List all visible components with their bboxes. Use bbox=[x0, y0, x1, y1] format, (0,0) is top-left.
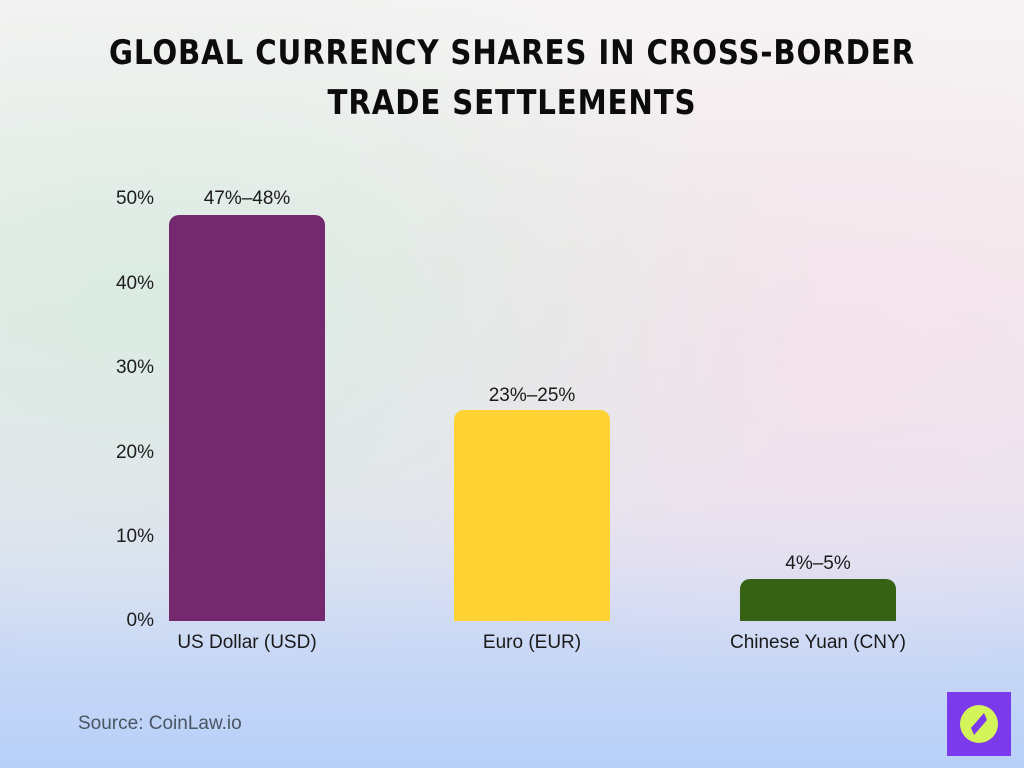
x-label-usd: US Dollar (USD) bbox=[177, 632, 317, 653]
chart-title: Global Currency Shares in Cross-Border T… bbox=[109, 33, 915, 123]
source-note: Source: CoinLaw.io bbox=[78, 713, 242, 734]
bar-usd bbox=[169, 215, 325, 621]
brand-logo bbox=[947, 692, 1011, 756]
bar-value-label-usd: 47%–48% bbox=[203, 188, 291, 209]
y-tick-10: 10% bbox=[115, 526, 154, 547]
bar-eur bbox=[454, 410, 610, 621]
y-tick-30: 30% bbox=[115, 357, 154, 378]
y-tick-40: 40% bbox=[115, 273, 154, 294]
y-tick-0: 0% bbox=[126, 610, 154, 631]
compass-icon bbox=[960, 705, 998, 743]
bar-value-label-cny: 4%–5% bbox=[785, 553, 851, 574]
x-label-eur: Euro (EUR) bbox=[482, 632, 582, 653]
bar-cny bbox=[740, 579, 896, 621]
bar-value-label-eur: 23%–25% bbox=[488, 385, 576, 406]
y-tick-50: 50% bbox=[115, 188, 154, 209]
x-label-cny: Chinese Yuan (CNY) bbox=[729, 632, 907, 653]
y-tick-20: 20% bbox=[115, 442, 154, 463]
